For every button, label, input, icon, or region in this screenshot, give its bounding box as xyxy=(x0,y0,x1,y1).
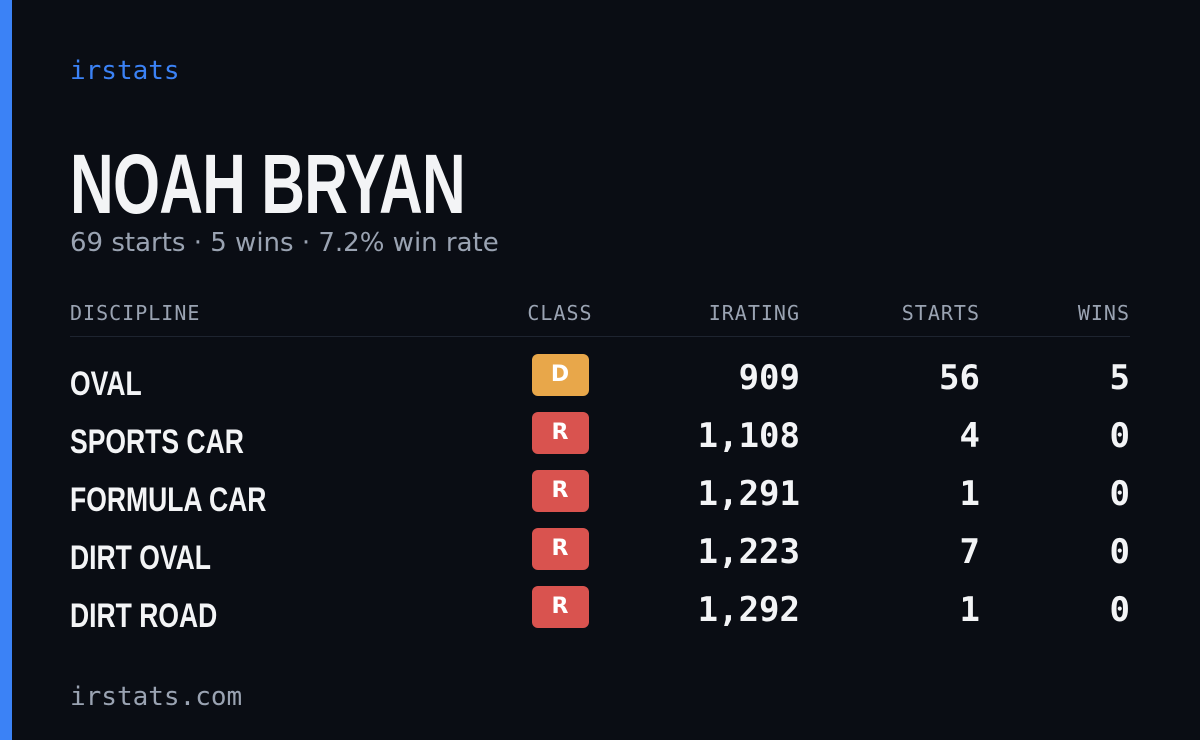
stat-value: 1,223 xyxy=(697,532,800,572)
stat-value: 1 xyxy=(959,590,980,630)
stat-value: 5 xyxy=(1109,358,1130,398)
driver-summary: 69 starts · 5 wins · 7.2% win rate xyxy=(70,228,499,258)
stat-value: 0 xyxy=(1109,532,1130,572)
stat-value: 7 xyxy=(959,532,980,572)
column-header: CLASS xyxy=(527,301,593,325)
stat-value: 1 xyxy=(959,474,980,514)
class-badge: R xyxy=(531,470,589,512)
column-header: STARTS xyxy=(901,301,980,325)
accent-bar xyxy=(0,0,12,740)
discipline: DIRT OVAL xyxy=(70,539,211,577)
column-header: IRATING xyxy=(708,301,800,325)
discipline: SPORTS CAR xyxy=(70,423,244,461)
divider xyxy=(70,336,1130,337)
stat-value: 909 xyxy=(738,358,800,398)
discipline: DIRT ROAD xyxy=(70,597,218,635)
stat-value: 0 xyxy=(1109,474,1130,514)
stat-value: 1,108 xyxy=(697,416,800,456)
stat-value: 1,291 xyxy=(697,474,800,514)
stat-value: 0 xyxy=(1109,590,1130,630)
discipline: OVAL xyxy=(70,365,142,403)
stat-value: 4 xyxy=(959,416,980,456)
stat-value: 0 xyxy=(1109,416,1130,456)
class-badge: R xyxy=(531,528,589,570)
stat-value: 56 xyxy=(939,358,980,398)
stat-value: 1,292 xyxy=(697,590,800,630)
class-badge: R xyxy=(531,412,589,454)
class-badge: D xyxy=(531,354,589,396)
class-badge: R xyxy=(531,586,589,628)
discipline: FORMULA CAR xyxy=(70,481,267,519)
footer: irstats.com xyxy=(70,682,243,712)
driver-name: NOAH BRYAN xyxy=(70,137,466,231)
column-header: DISCIPLINE xyxy=(70,301,201,325)
brand: irstats xyxy=(70,56,180,86)
column-header: WINS xyxy=(1077,301,1130,325)
